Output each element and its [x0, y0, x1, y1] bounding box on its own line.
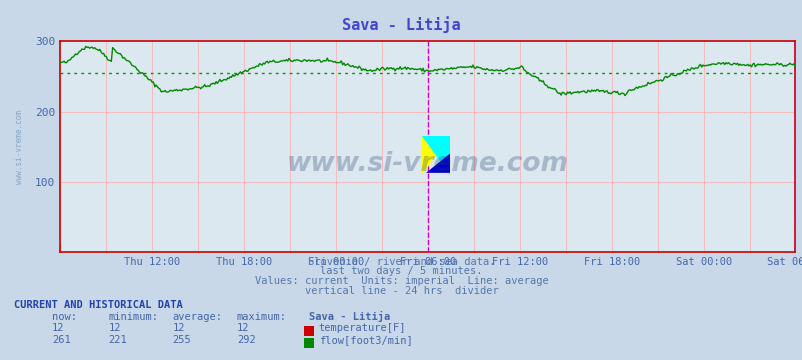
Text: 12: 12 [108, 323, 121, 333]
Text: 12: 12 [172, 323, 185, 333]
Text: 221: 221 [108, 336, 127, 346]
Text: vertical line - 24 hrs  divider: vertical line - 24 hrs divider [304, 286, 498, 296]
Text: now:: now: [52, 312, 77, 322]
Text: Sava - Litija: Sava - Litija [309, 311, 390, 322]
Text: 12: 12 [52, 323, 65, 333]
Text: temperature[F]: temperature[F] [318, 323, 406, 333]
Text: www.si-vreme.com: www.si-vreme.com [15, 110, 24, 184]
Text: last two days / 5 minutes.: last two days / 5 minutes. [320, 266, 482, 276]
Text: maximum:: maximum: [237, 312, 286, 322]
Text: www.si-vreme.com: www.si-vreme.com [286, 150, 568, 176]
Text: 255: 255 [172, 336, 191, 346]
Polygon shape [421, 136, 449, 175]
Polygon shape [426, 154, 449, 173]
Text: minimum:: minimum: [108, 312, 158, 322]
Text: 261: 261 [52, 336, 71, 346]
Text: flow[foot3/min]: flow[foot3/min] [318, 336, 412, 346]
Text: Values: current  Units: imperial  Line: average: Values: current Units: imperial Line: av… [254, 276, 548, 286]
Polygon shape [421, 136, 449, 175]
Text: 292: 292 [237, 336, 255, 346]
Text: 12: 12 [237, 323, 249, 333]
Text: CURRENT AND HISTORICAL DATA: CURRENT AND HISTORICAL DATA [14, 300, 183, 310]
Text: average:: average: [172, 312, 222, 322]
Text: Sava - Litija: Sava - Litija [342, 16, 460, 33]
Text: Slovenia / river and sea data.: Slovenia / river and sea data. [307, 257, 495, 267]
